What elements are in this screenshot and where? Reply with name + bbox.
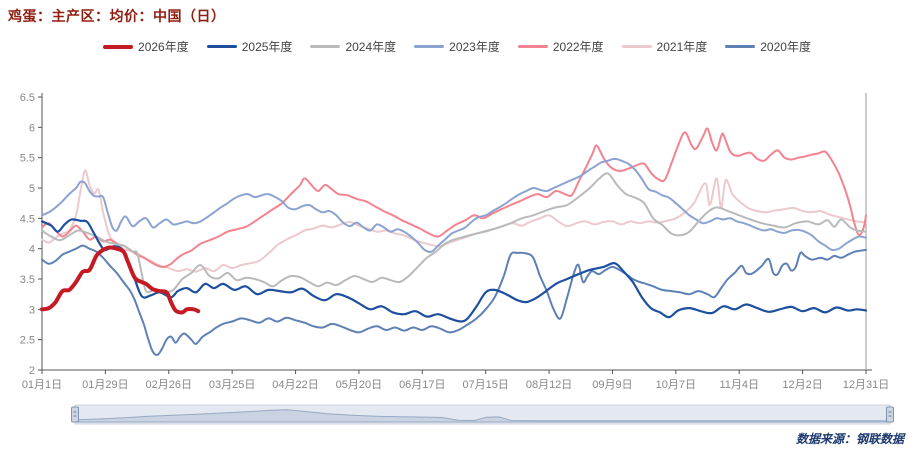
x-axis-label: 02月26日: [146, 379, 192, 391]
series-line-2021年度: [41, 169, 867, 273]
x-axis-label: 12月2日: [782, 379, 822, 391]
y-axis-label: 5: [29, 183, 35, 195]
series-line-2026年度: [40, 245, 201, 315]
x-axis-label: 06月17日: [399, 379, 445, 391]
x-axis-label: 09月9日: [592, 379, 632, 391]
y-axis-label: 4: [29, 244, 35, 256]
x-axis-label: 07月15日: [462, 379, 508, 391]
series-line-2020年度: [41, 244, 867, 356]
series-line-2025年度: [40, 218, 868, 323]
legend-item-2022年度[interactable]: 2022年度: [517, 38, 604, 55]
y-axis-label: 6: [29, 122, 35, 134]
series-line-2023年度: [41, 157, 867, 253]
chart-title: 鸡蛋：主产区：均价：中国（日）: [8, 8, 226, 24]
legend-item-2026年度[interactable]: 2026年度: [103, 38, 189, 55]
series-line-2022年度: [41, 127, 867, 268]
y-axis-label: 3: [29, 304, 35, 316]
legend-label: 2025年度: [241, 40, 293, 54]
y-axis-label: 2: [29, 365, 35, 377]
legend-line-icon: [725, 45, 756, 48]
datazoom-left-handle[interactable]: [71, 406, 79, 423]
x-axis-label: 12月31日: [843, 379, 889, 391]
datazoom-preview-area: [74, 409, 891, 423]
x-axis-label: 10月7日: [656, 379, 696, 391]
y-axis-label: 2.5: [20, 335, 35, 347]
legend-item-2023年度[interactable]: 2023年度: [414, 38, 500, 55]
legend-label: 2021年度: [656, 40, 708, 54]
legend-line-icon: [206, 45, 237, 48]
legend-label: 2023年度: [449, 40, 500, 54]
x-axis-label: 08月12日: [526, 379, 572, 391]
x-axis-label: 01月29日: [82, 379, 128, 391]
data-source-note: 数据来源：钢联数据: [795, 432, 904, 446]
legend-label: 2022年度: [552, 40, 604, 54]
legend-item-2021年度[interactable]: 2021年度: [621, 38, 708, 55]
legend: 2026年度 2025年度 2024年度 2023年度 2022年度 2021年度 2020…: [0, 38, 914, 55]
y-axis-label: 3.5: [20, 274, 35, 286]
legend-line-icon: [103, 44, 134, 49]
y-axis-label: 6.5: [20, 92, 35, 104]
x-axis-label: 11月4日: [719, 379, 759, 391]
legend-label: 2024年度: [345, 40, 397, 54]
y-axis-label: 4.5: [20, 213, 35, 225]
y-axis-label: 5.5: [20, 153, 35, 165]
legend-line-icon: [310, 45, 341, 48]
x-axis-label: 01月1日: [22, 379, 62, 391]
legend-line-icon: [414, 45, 445, 48]
datazoom-right-handle[interactable]: [886, 406, 894, 423]
x-axis-label: 05月20日: [336, 379, 382, 391]
legend-item-2024年度[interactable]: 2024年度: [310, 38, 396, 55]
legend-item-2020年度[interactable]: 2020年度: [725, 38, 811, 55]
legend-item-2025年度[interactable]: 2025年度: [206, 38, 293, 55]
x-axis-label: 03月25日: [209, 379, 255, 391]
legend-line-icon: [517, 45, 548, 48]
legend-label: 2026年度: [138, 40, 189, 54]
legend-line-icon: [621, 45, 652, 48]
x-axis-label: 04月22日: [272, 379, 318, 391]
legend-label: 2020年度: [760, 40, 811, 54]
